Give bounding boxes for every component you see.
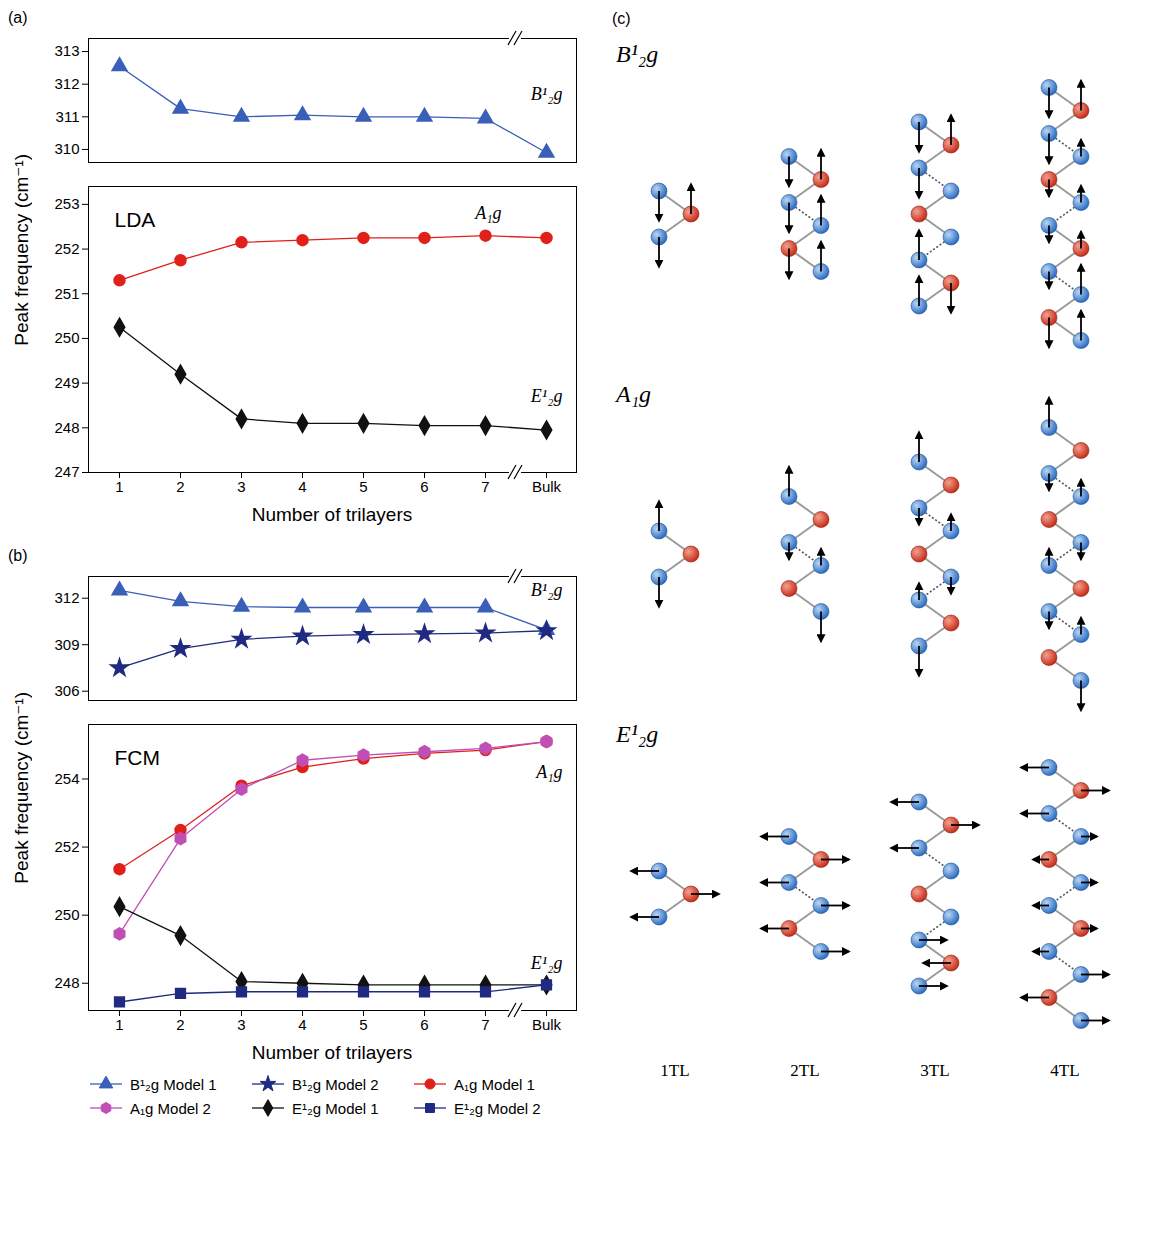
svg-text:B¹₂g: B¹₂g bbox=[531, 84, 563, 104]
svg-text:E¹₂g: E¹₂g bbox=[530, 386, 563, 406]
html-text:A₁g Model 2: A₁g Model 2 bbox=[130, 1099, 211, 1117]
html-text:(b): (b) bbox=[8, 547, 28, 564]
svg-text:312: 312 bbox=[54, 75, 79, 92]
svg-text:311: 311 bbox=[56, 108, 80, 125]
html-text:Peak frequency (cm⁻¹): Peak frequency (cm⁻¹) bbox=[11, 154, 32, 346]
svg-text:312: 312 bbox=[54, 589, 79, 606]
svg-text:248: 248 bbox=[54, 974, 79, 991]
html-text:E¹₂g Model 1: E¹₂g Model 1 bbox=[292, 1099, 379, 1117]
svg-text:253: 253 bbox=[54, 195, 79, 212]
svg-text:A₁g: A₁g bbox=[614, 381, 651, 407]
html-text:Number of trilayers: Number of trilayers bbox=[251, 504, 413, 525]
svg-text:7: 7 bbox=[481, 478, 489, 495]
svg-text:250: 250 bbox=[54, 329, 79, 346]
svg-text:252: 252 bbox=[54, 838, 79, 855]
svg-text:3: 3 bbox=[237, 478, 245, 495]
svg-text:7: 7 bbox=[481, 1016, 489, 1033]
html-text:B¹₂g Model 2: B¹₂g Model 2 bbox=[292, 1075, 379, 1093]
svg-text:310: 310 bbox=[54, 140, 79, 157]
svg-text:4: 4 bbox=[298, 478, 306, 495]
svg-text:247: 247 bbox=[54, 463, 79, 480]
html-text:(a): (a) bbox=[8, 9, 28, 26]
svg-text:1TL: 1TL bbox=[660, 1061, 689, 1080]
svg-text:4TL: 4TL bbox=[1050, 1061, 1079, 1080]
svg-text:B¹₂g: B¹₂g bbox=[531, 580, 563, 600]
svg-text:4: 4 bbox=[298, 1016, 306, 1033]
html-text:Number of trilayers: Number of trilayers bbox=[251, 1042, 413, 1063]
svg-text:1: 1 bbox=[115, 1016, 123, 1033]
svg-text:6: 6 bbox=[420, 478, 428, 495]
svg-text:251: 251 bbox=[54, 285, 79, 302]
svg-text:2: 2 bbox=[176, 478, 184, 495]
svg-text:3TL: 3TL bbox=[920, 1061, 949, 1080]
svg-text:(c): (c) bbox=[612, 10, 631, 27]
html-text:A₁g Model 1: A₁g Model 1 bbox=[454, 1075, 535, 1093]
html-text:E¹₂g Model 2: E¹₂g Model 2 bbox=[454, 1099, 541, 1117]
svg-text:B¹₂g: B¹₂g bbox=[616, 41, 658, 67]
svg-text:248: 248 bbox=[54, 419, 79, 436]
svg-text:A₁g: A₁g bbox=[474, 203, 501, 223]
svg-text:250: 250 bbox=[54, 906, 79, 923]
svg-text:Bulk: Bulk bbox=[532, 1016, 562, 1033]
svg-text:1: 1 bbox=[115, 478, 123, 495]
svg-text:5: 5 bbox=[359, 1016, 367, 1033]
svg-text:252: 252 bbox=[54, 240, 79, 257]
svg-text:FCM: FCM bbox=[115, 746, 161, 769]
svg-text:2TL: 2TL bbox=[790, 1061, 819, 1080]
svg-text:3: 3 bbox=[237, 1016, 245, 1033]
svg-text:E¹₂g: E¹₂g bbox=[530, 953, 563, 973]
svg-text:5: 5 bbox=[359, 478, 367, 495]
svg-text:6: 6 bbox=[420, 1016, 428, 1033]
svg-text:249: 249 bbox=[54, 374, 79, 391]
svg-text:Bulk: Bulk bbox=[532, 478, 562, 495]
svg-text:313: 313 bbox=[54, 42, 79, 59]
svg-text:254: 254 bbox=[54, 770, 79, 787]
svg-text:A₁g: A₁g bbox=[535, 762, 562, 782]
svg-text:309: 309 bbox=[54, 636, 79, 653]
svg-text:E¹₂g: E¹₂g bbox=[615, 721, 658, 747]
svg-text:2: 2 bbox=[176, 1016, 184, 1033]
svg-text:LDA: LDA bbox=[115, 208, 156, 231]
html-text:B¹₂g Model 1: B¹₂g Model 1 bbox=[130, 1075, 217, 1093]
svg-text:306: 306 bbox=[54, 682, 79, 699]
html-text:Peak frequency (cm⁻¹): Peak frequency (cm⁻¹) bbox=[11, 692, 32, 884]
